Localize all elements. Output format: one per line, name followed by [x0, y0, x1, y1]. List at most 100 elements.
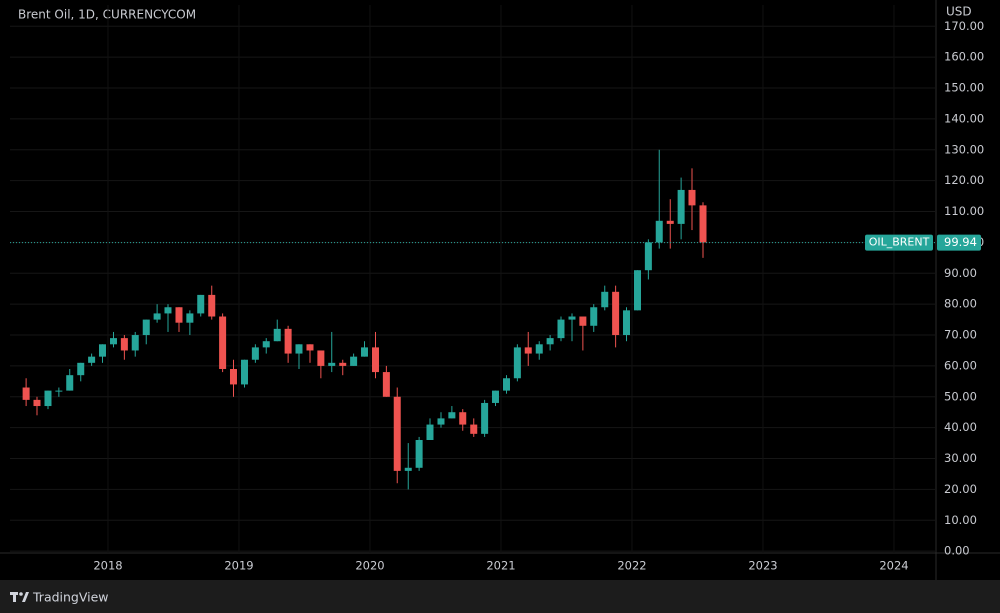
y-tick-label: 10.00 [944, 513, 977, 527]
x-tick-label: 2021 [486, 559, 515, 573]
footer-bar [0, 580, 1000, 613]
candle-body [677, 189, 685, 224]
candle-body [688, 189, 696, 206]
candle-body [175, 307, 183, 323]
last-price-value: 99.94 [944, 235, 977, 249]
candle-body [350, 356, 358, 366]
y-tick-label: 0.00 [944, 544, 970, 558]
candle-body [622, 310, 630, 336]
candle-body [699, 205, 707, 243]
candle-body [240, 359, 248, 385]
candle-body [77, 362, 85, 376]
y-tick-label: 130.00 [944, 142, 984, 156]
candle-body [590, 307, 598, 326]
candle-body [502, 378, 510, 391]
candle-body [186, 313, 194, 323]
candle-body [142, 319, 150, 336]
last-price-value-box [937, 234, 981, 251]
candle-body [459, 412, 467, 425]
candle-body [88, 356, 96, 363]
candle-body [306, 344, 314, 351]
y-tick-label: 170.00 [944, 19, 984, 33]
candle-body [633, 270, 641, 311]
y-tick-label: 160.00 [944, 50, 984, 64]
y-tick-label: 140.00 [944, 111, 984, 125]
candle-body [273, 328, 281, 342]
candle-body [229, 368, 237, 385]
logo-part [22, 592, 29, 602]
candle-body [284, 328, 292, 354]
candle-body [579, 316, 587, 326]
candle-body [481, 402, 489, 434]
candle-body [524, 347, 532, 354]
candle-body [568, 316, 576, 320]
logo-part [13, 592, 16, 602]
candle-body [535, 344, 543, 354]
y-tick-label: 90.00 [944, 266, 977, 280]
candle-body [317, 350, 325, 366]
candle-body [328, 362, 336, 366]
candle-body [251, 347, 259, 360]
x-tick-label: 2024 [879, 559, 908, 573]
logo-part [19, 592, 23, 596]
candle-body [644, 242, 652, 271]
candle-body [382, 372, 390, 397]
x-tick-label: 2023 [748, 559, 777, 573]
candles [22, 149, 707, 490]
candle-body [164, 307, 172, 314]
candle-body [262, 341, 270, 348]
candle-body [44, 390, 52, 407]
y-tick-label: 50.00 [944, 389, 977, 403]
brand-name: TradingView [32, 590, 109, 605]
y-tick-label: 120.00 [944, 173, 984, 187]
candle-body [612, 291, 620, 336]
candle-body [448, 412, 456, 419]
candle-body [109, 338, 117, 345]
x-tick-label: 2022 [617, 559, 646, 573]
y-tick-label: 20.00 [944, 482, 977, 496]
candle-body [131, 335, 139, 351]
y-tick-label: 30.00 [944, 451, 977, 465]
candle-body [55, 390, 63, 392]
x-tick-label: 2019 [224, 559, 253, 573]
candle-body [426, 424, 434, 441]
candle-body [601, 291, 609, 308]
candle-body [371, 347, 379, 373]
y-tick-label: 110.00 [944, 204, 984, 218]
chart-title: Brent Oil, 1D, CURRENCYCOM [18, 8, 196, 22]
candle-body [208, 294, 216, 317]
candle-body [470, 424, 478, 434]
x-tick-label: 2020 [355, 559, 384, 573]
candle-body [295, 344, 303, 354]
axes: 0.00 10.00 20.00 30.00 40.00 50.00 60.00 70.00 8… [10, 5, 984, 573]
candle-body [546, 338, 554, 345]
candle-body [22, 387, 30, 400]
candle-body [437, 418, 445, 425]
candle-body [415, 440, 423, 468]
candle-body [513, 347, 521, 379]
candle-body [655, 220, 663, 243]
candle-body [153, 313, 161, 320]
candle-body [66, 375, 74, 391]
last-price-name-box [865, 234, 933, 251]
candle-body [339, 362, 347, 366]
candle-body [360, 347, 368, 357]
x-tick-label: 2018 [93, 559, 122, 573]
candle-body [98, 344, 106, 357]
candle-body [219, 316, 227, 369]
candle-body [404, 467, 412, 471]
candle-body [197, 294, 205, 314]
y-tick-label: 70.00 [944, 328, 977, 342]
y-tick-label: 150.00 [944, 81, 984, 95]
y-tick-label: 60.00 [944, 358, 977, 372]
brand-logo [10, 592, 29, 602]
y-tick-label: 80.00 [944, 297, 977, 311]
y-axis-unit: USD [946, 5, 972, 19]
y-tick-label: 40.00 [944, 420, 977, 434]
candle-body [393, 396, 401, 471]
candle-body [120, 338, 128, 351]
candle-body [491, 390, 499, 403]
candle-body [557, 319, 565, 339]
